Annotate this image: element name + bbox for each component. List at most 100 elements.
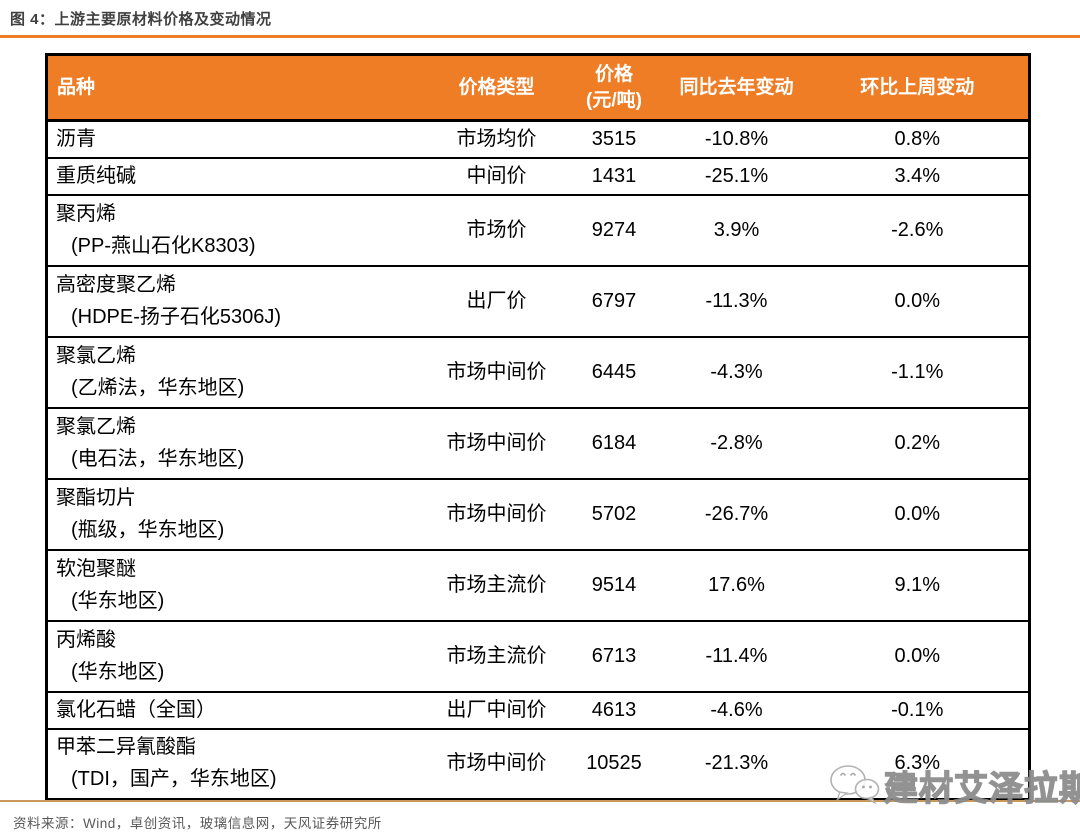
table-row: 氯化石蜡（全国） 出厂中间价 4613 -4.6% -0.1% xyxy=(46,690,1030,729)
price-type-cell: 出厂中间价 xyxy=(431,690,562,729)
price-cell: 4613 xyxy=(561,690,667,729)
variety-spec: (华东地区) xyxy=(71,589,165,612)
variety-spec: (华东地区) xyxy=(71,660,165,683)
price-type-cell: 市场中间价 xyxy=(431,727,562,800)
yoy-change-cell: 3.9% xyxy=(666,193,807,266)
variety-name: 聚丙烯 xyxy=(56,202,116,225)
variety-name: 聚氯乙烯 xyxy=(56,344,136,367)
price-type-cell: 市场均价 xyxy=(431,119,562,158)
table-row: 软泡聚醚 (华东地区) 市场主流价 9514 17.6% 9.1% xyxy=(46,548,1030,621)
variety-cell: 聚氯乙烯 (乙烯法，华东地区) xyxy=(46,335,432,408)
table-row: 聚氯乙烯 (电石法，华东地区) 市场中间价 6184 -2.8% 0.2% xyxy=(46,406,1030,479)
yoy-change-cell: -11.3% xyxy=(666,264,807,337)
variety-cell: 重质纯碱 xyxy=(46,156,432,195)
wow-change-cell: 0.0% xyxy=(806,477,1030,550)
figure-title: 图 4：上游主要原材料价格及变动情况 xyxy=(10,11,272,28)
price-header-line1: 价格 xyxy=(594,63,633,85)
variety-cell: 沥青 xyxy=(46,119,432,158)
variety-spec: (HDPE-扬子石化5306J) xyxy=(71,305,282,328)
yoy-change-cell: -21.3% xyxy=(666,727,807,800)
price-cell: 6445 xyxy=(561,335,667,408)
price-cell: 9274 xyxy=(561,193,667,266)
variety-name: 甲苯二异氰酸酯 xyxy=(56,736,196,759)
price-header-line2: (元/吨) xyxy=(586,89,642,111)
column-header-yoy-change: 同比去年变动 xyxy=(666,54,807,122)
price-cell: 9514 xyxy=(561,548,667,621)
wow-change-cell: 0.2% xyxy=(806,406,1030,479)
column-header-price: 价格 (元/吨) xyxy=(561,54,667,122)
price-cell: 5702 xyxy=(561,477,667,550)
variety-name: 丙烯酸 xyxy=(56,628,116,651)
wow-change-cell: 0.8% xyxy=(806,119,1030,158)
wow-change-cell: 0.0% xyxy=(806,619,1030,692)
variety-name: 沥青 xyxy=(56,127,96,150)
variety-name: 聚酯切片 xyxy=(56,486,136,509)
price-type-cell: 出厂价 xyxy=(431,264,562,337)
price-type-cell: 市场中间价 xyxy=(431,406,562,479)
variety-spec: (TDI，国产，华东地区) xyxy=(71,768,277,791)
yoy-change-cell: -11.4% xyxy=(666,619,807,692)
table-body: 沥青 市场均价 3515 -10.8% 0.8% 重质纯碱 中间价 1431 -… xyxy=(46,119,1030,800)
variety-spec: (乙烯法，华东地区) xyxy=(71,376,245,399)
wow-change-cell: -0.1% xyxy=(806,690,1030,729)
column-header-variety: 品种 xyxy=(46,54,432,122)
variety-spec: (PP-燕山石化K8303) xyxy=(71,234,256,257)
yoy-change-cell: -26.7% xyxy=(666,477,807,550)
price-type-cell: 市场主流价 xyxy=(431,619,562,692)
variety-name: 重质纯碱 xyxy=(56,164,136,187)
variety-spec: (瓶级，华东地区) xyxy=(71,518,225,541)
title-divider xyxy=(0,35,1080,38)
price-cell: 3515 xyxy=(561,119,667,158)
variety-cell: 氯化石蜡（全国） xyxy=(46,690,432,729)
variety-cell: 聚酯切片 (瓶级，华东地区) xyxy=(46,477,432,550)
variety-cell: 甲苯二异氰酸酯 (TDI，国产，华东地区) xyxy=(46,727,432,800)
table-header: 品种 价格类型 价格 (元/吨) 同比去年变动 环比上周变动 xyxy=(46,54,1030,122)
yoy-change-cell: -10.8% xyxy=(666,119,807,158)
table-row: 重质纯碱 中间价 1431 -25.1% 3.4% xyxy=(46,156,1030,195)
variety-cell: 聚氯乙烯 (电石法，华东地区) xyxy=(46,406,432,479)
variety-name: 软泡聚醚 xyxy=(56,557,136,580)
variety-spec: (电石法，华东地区) xyxy=(71,447,245,470)
table-row: 甲苯二异氰酸酯 (TDI，国产，华东地区) 市场中间价 10525 -21.3%… xyxy=(46,727,1030,800)
price-type-cell: 市场中间价 xyxy=(431,477,562,550)
source-text: 资料来源：Wind，卓创资讯，玻璃信息网，天风证券研究所 xyxy=(13,816,382,831)
price-type-cell: 市场中间价 xyxy=(431,335,562,408)
wow-change-cell: 0.0% xyxy=(806,264,1030,337)
table-row: 丙烯酸 (华东地区) 市场主流价 6713 -11.4% 0.0% xyxy=(46,619,1030,692)
variety-cell: 丙烯酸 (华东地区) xyxy=(46,619,432,692)
table-row: 聚丙烯 (PP-燕山石化K8303) 市场价 9274 3.9% -2.6% xyxy=(46,193,1030,266)
wow-change-cell: 6.3% xyxy=(806,727,1030,800)
table-row: 高密度聚乙烯 (HDPE-扬子石化5306J) 出厂价 6797 -11.3% … xyxy=(46,264,1030,337)
variety-cell: 软泡聚醚 (华东地区) xyxy=(46,548,432,621)
price-cell: 6184 xyxy=(561,406,667,479)
variety-cell: 聚丙烯 (PP-燕山石化K8303) xyxy=(46,193,432,266)
yoy-change-cell: -25.1% xyxy=(666,156,807,195)
price-cell: 6797 xyxy=(561,264,667,337)
yoy-change-cell: -4.3% xyxy=(666,335,807,408)
wow-change-cell: 9.1% xyxy=(806,548,1030,621)
price-cell: 1431 xyxy=(561,156,667,195)
wow-change-cell: -1.1% xyxy=(806,335,1030,408)
variety-name: 聚氯乙烯 xyxy=(56,415,136,438)
price-cell: 6713 xyxy=(561,619,667,692)
column-header-price-type: 价格类型 xyxy=(431,54,562,122)
table-row: 聚氯乙烯 (乙烯法，华东地区) 市场中间价 6445 -4.3% -1.1% xyxy=(46,335,1030,408)
table-row: 聚酯切片 (瓶级，华东地区) 市场中间价 5702 -26.7% 0.0% xyxy=(46,477,1030,550)
price-type-cell: 中间价 xyxy=(431,156,562,195)
yoy-change-cell: -4.6% xyxy=(666,690,807,729)
price-type-cell: 市场价 xyxy=(431,193,562,266)
raw-material-price-table: 品种 价格类型 价格 (元/吨) 同比去年变动 环比上周变动 沥青 市场均价 3… xyxy=(45,53,1031,801)
yoy-change-cell: 17.6% xyxy=(666,548,807,621)
wow-change-cell: -2.6% xyxy=(806,193,1030,266)
wow-change-cell: 3.4% xyxy=(806,156,1030,195)
price-type-cell: 市场主流价 xyxy=(431,548,562,621)
price-cell: 10525 xyxy=(561,727,667,800)
source-divider xyxy=(0,800,1080,802)
header-row: 品种 价格类型 价格 (元/吨) 同比去年变动 环比上周变动 xyxy=(46,54,1030,122)
table-row: 沥青 市场均价 3515 -10.8% 0.8% xyxy=(46,119,1030,158)
variety-cell: 高密度聚乙烯 (HDPE-扬子石化5306J) xyxy=(46,264,432,337)
yoy-change-cell: -2.8% xyxy=(666,406,807,479)
variety-name: 高密度聚乙烯 xyxy=(56,273,176,296)
column-header-wow-change: 环比上周变动 xyxy=(806,54,1030,122)
